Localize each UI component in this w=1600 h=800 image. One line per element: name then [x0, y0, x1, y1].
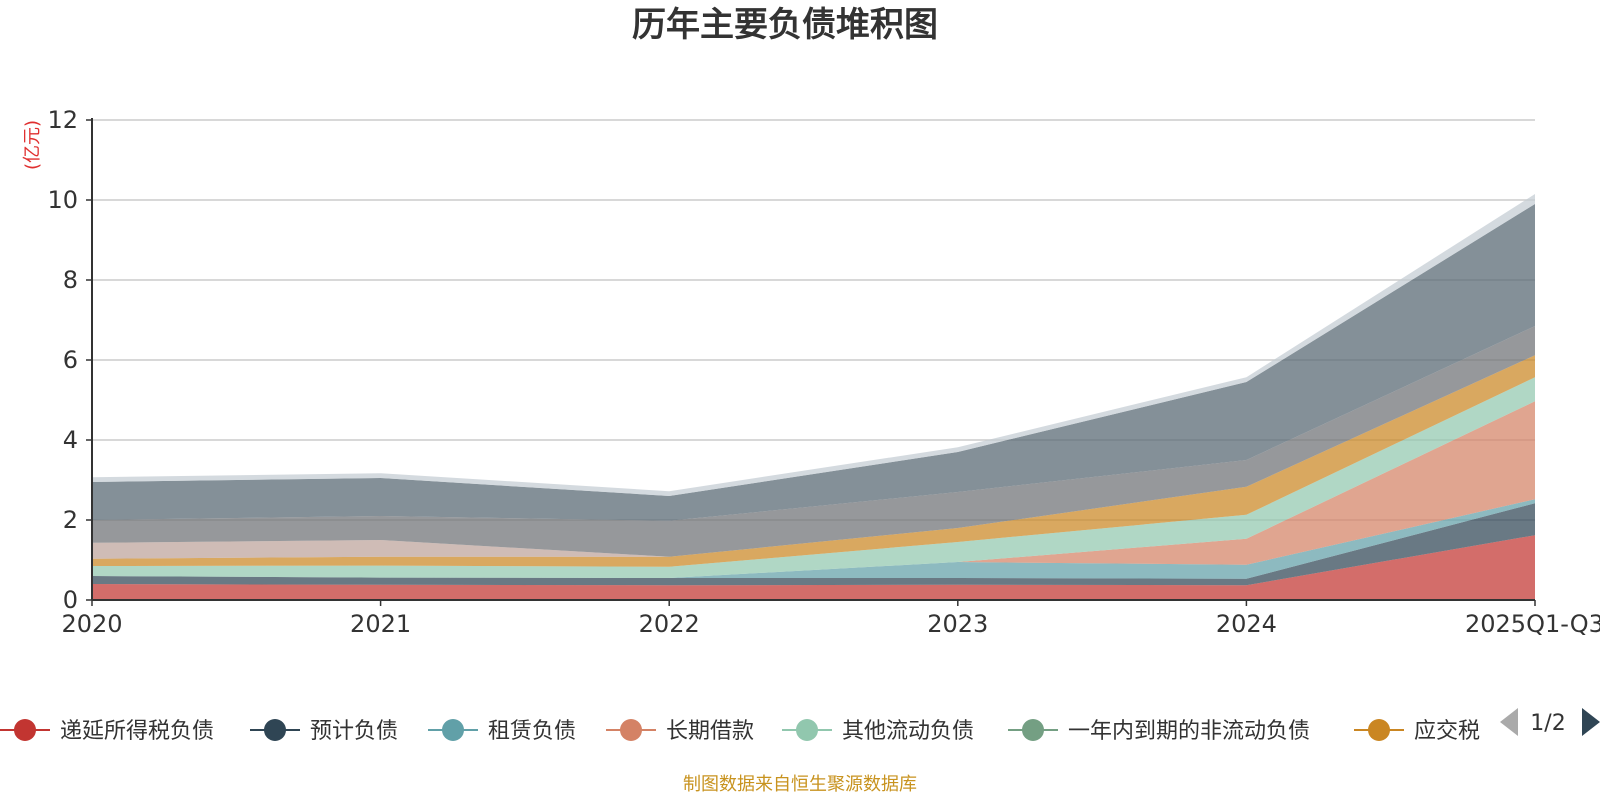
legend-pager[interactable]: 1/2 — [1500, 708, 1600, 736]
legend-marker — [1022, 719, 1044, 741]
y-tick-label: 0 — [63, 586, 78, 614]
area-series-0 — [92, 535, 1535, 600]
x-tick-label: 2022 — [639, 610, 700, 638]
x-tick-label: 2025Q1-Q3 — [1465, 610, 1600, 638]
area-series-1 — [92, 503, 1535, 586]
legend-label: 应交税 — [1414, 719, 1480, 744]
chart-title: 历年主要负债堆积图 — [632, 5, 938, 45]
legend-prev-page-icon[interactable] — [1500, 708, 1518, 736]
legend-marker — [264, 719, 286, 741]
area-series-4 — [92, 377, 1535, 578]
x-tick-label: 2024 — [1216, 610, 1277, 638]
legend-marker — [1368, 719, 1390, 741]
legend-label: 预计负债 — [310, 719, 398, 744]
y-tick-label: 8 — [63, 266, 78, 294]
legend-marker — [442, 719, 464, 741]
y-tick-label: 10 — [47, 186, 78, 214]
y-axis-unit-label: (亿元) — [22, 120, 43, 170]
data-source-note: 制图数据来自恒生聚源数据库 — [683, 774, 917, 795]
x-tick-label: 2020 — [61, 610, 122, 638]
legend-marker — [796, 719, 818, 741]
x-tick-label: 2021 — [350, 610, 411, 638]
legend-label: 递延所得税负债 — [60, 719, 214, 744]
area-series — [92, 194, 1535, 600]
axes: 0 2 4 6 8 10 12 2020 2021 2022 2023 2024 2025Q1-Q3 — [47, 106, 1600, 638]
legend-label: 长期借款 — [666, 719, 754, 744]
y-tick-label: 2 — [63, 506, 78, 534]
legend-marker — [14, 719, 36, 741]
legend-item[interactable]: 预计负债 — [250, 719, 398, 744]
legend-next-page-icon[interactable] — [1582, 708, 1600, 736]
y-tick-label: 6 — [63, 346, 78, 374]
legend-item[interactable]: 租赁负债 — [428, 719, 576, 744]
legend[interactable]: 递延所得税负债 预计负债 租赁负债 长期借款 其他流动负债 一年内到期的非流动负债 应交税 — [0, 719, 1480, 744]
area-series-9 — [92, 204, 1535, 521]
y-tick-label: 4 — [63, 426, 78, 454]
y-tick-label: 12 — [47, 106, 78, 134]
legend-item[interactable]: 应交税 — [1354, 719, 1480, 744]
x-tick-label: 2023 — [927, 610, 988, 638]
legend-label: 一年内到期的非流动负债 — [1068, 719, 1310, 744]
legend-item[interactable]: 递延所得税负债 — [0, 719, 214, 744]
legend-page-indicator: 1/2 — [1530, 711, 1565, 736]
area-series-6 — [92, 355, 1535, 567]
area-series-8 — [92, 326, 1535, 557]
legend-item[interactable]: 其他流动负债 — [782, 719, 974, 744]
legend-item[interactable]: 长期借款 — [606, 719, 754, 744]
legend-marker — [620, 719, 642, 741]
legend-item[interactable]: 一年内到期的非流动负债 — [1008, 719, 1310, 744]
legend-label: 其他流动负债 — [842, 719, 974, 744]
legend-label: 租赁负债 — [488, 719, 576, 744]
